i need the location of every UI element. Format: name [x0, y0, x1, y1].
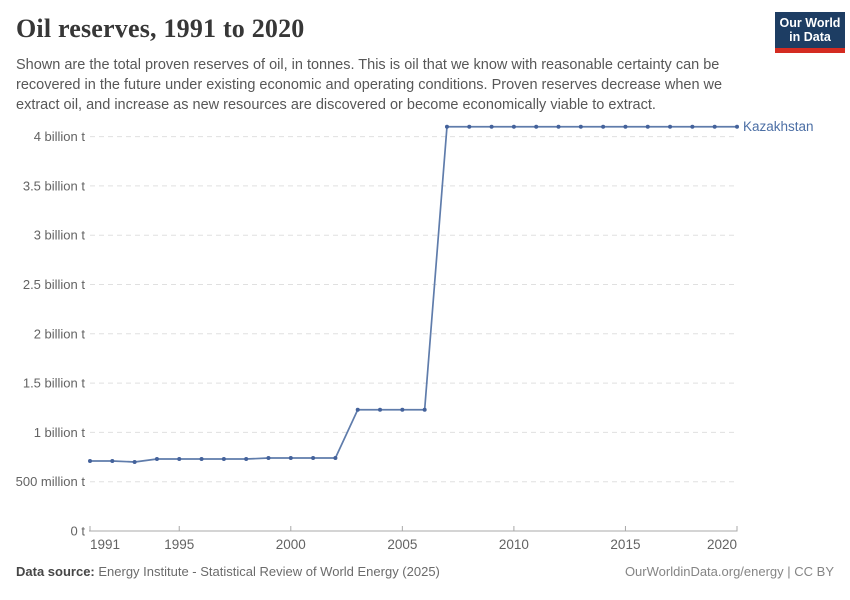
y-axis-tick-label: 1.5 billion t	[23, 376, 86, 391]
y-axis-tick-label: 2.5 billion t	[23, 277, 86, 292]
data-point-marker[interactable]	[511, 124, 516, 129]
x-axis-tick-label: 2010	[499, 537, 529, 552]
data-point-marker[interactable]	[489, 124, 494, 129]
y-axis-tick-label: 500 million t	[16, 474, 86, 489]
data-point-marker[interactable]	[177, 457, 182, 462]
data-point-marker[interactable]	[601, 124, 606, 129]
y-axis-tick-label: 0 t	[71, 524, 86, 539]
entity-label[interactable]: Kazakhstan	[743, 119, 814, 134]
data-point-marker[interactable]	[623, 124, 628, 129]
x-axis-tick-label: 1991	[90, 537, 120, 552]
data-source-value: Energy Institute - Statistical Review of…	[94, 564, 440, 579]
owid-logo-line1: Our World	[779, 15, 841, 30]
chart-footer: Data source: Energy Institute - Statisti…	[16, 564, 834, 579]
data-point-marker[interactable]	[333, 456, 338, 461]
data-point-marker[interactable]	[288, 456, 293, 461]
data-point-marker[interactable]	[668, 124, 673, 129]
data-point-marker[interactable]	[132, 459, 137, 464]
data-point-marker[interactable]	[556, 124, 561, 129]
y-axis-tick-label: 4 billion t	[34, 129, 86, 144]
data-point-marker[interactable]	[355, 407, 360, 412]
page-title: Oil reserves, 1991 to 2020	[16, 14, 305, 43]
x-axis-tick-label: 2000	[276, 537, 306, 552]
x-axis-tick-label: 1995	[164, 537, 194, 552]
owid-url-license[interactable]: OurWorldinData.org/energy | CC BY	[624, 564, 834, 579]
data-point-marker[interactable]	[467, 124, 472, 129]
data-point-marker[interactable]	[311, 456, 316, 461]
data-point-marker[interactable]	[735, 124, 739, 129]
data-source-label: Data source:	[16, 564, 95, 579]
y-axis-tick-label: 2 billion t	[34, 326, 86, 341]
data-point-marker[interactable]	[645, 124, 650, 129]
y-axis-tick-label: 3.5 billion t	[23, 178, 86, 193]
data-point-marker[interactable]	[690, 124, 695, 129]
data-point-marker[interactable]	[444, 124, 449, 129]
owid-logo: Our World in Data	[775, 12, 845, 53]
data-point-marker[interactable]	[400, 407, 405, 412]
data-point-marker[interactable]	[154, 457, 159, 462]
data-point-marker[interactable]	[110, 458, 115, 463]
owid-logo-line2: in Data	[789, 30, 831, 44]
y-axis-tick-label: 1 billion t	[34, 425, 86, 440]
data-point-marker[interactable]	[578, 124, 583, 129]
data-point-marker[interactable]	[712, 124, 717, 129]
x-axis-tick-label: 2015	[610, 537, 640, 552]
y-axis-tick-label: 3 billion t	[34, 228, 86, 243]
x-axis-tick-label: 2020	[707, 537, 737, 552]
data-point-marker[interactable]	[266, 456, 271, 461]
chart-subtitle: Shown are the total proven reserves of o…	[16, 57, 723, 113]
data-source-note: Data source: Energy Institute - Statisti…	[16, 564, 440, 579]
data-point-marker[interactable]	[378, 407, 383, 412]
data-point-marker[interactable]	[422, 407, 427, 412]
x-axis-tick-label: 2005	[387, 537, 417, 552]
series-line-kazakhstan[interactable]	[89, 125, 738, 463]
data-point-marker[interactable]	[88, 458, 92, 463]
data-point-marker[interactable]	[199, 457, 204, 462]
data-point-marker[interactable]	[221, 457, 226, 462]
data-point-marker[interactable]	[534, 124, 539, 129]
data-point-marker[interactable]	[244, 457, 249, 462]
